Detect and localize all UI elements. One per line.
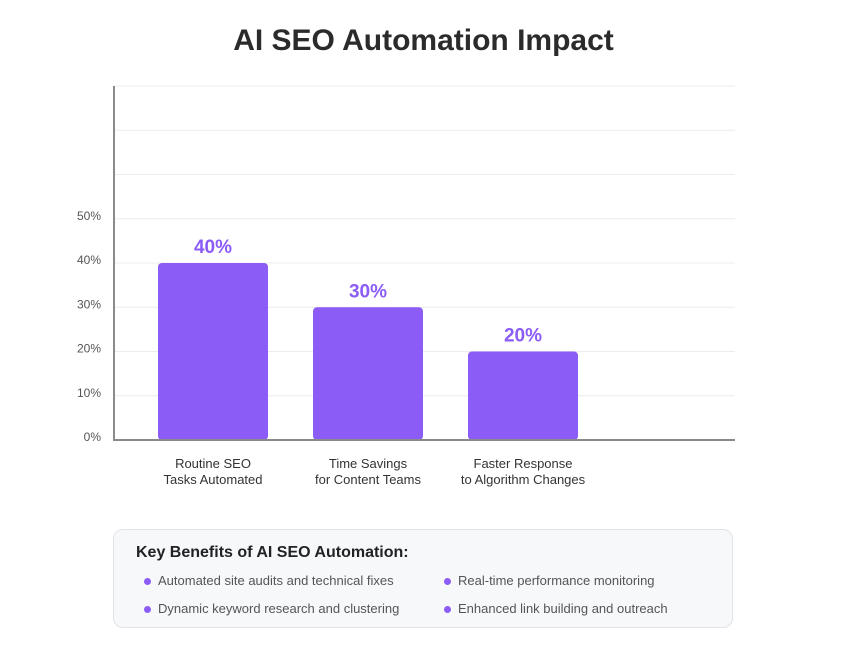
bar-value-label: 40% [194, 237, 232, 258]
x-category-label: Time Savings for Content Teams [315, 456, 421, 487]
benefit-text: Enhanced link building and outreach [458, 601, 668, 616]
y-tick-label: 40% [77, 253, 101, 267]
benefit-item: Real-time performance monitoring [444, 573, 655, 588]
bullet-dot-icon [444, 606, 451, 613]
y-tick-label: 50% [77, 209, 101, 223]
bar [158, 263, 268, 440]
bar-value-label: 20% [504, 326, 542, 347]
y-tick-label: 0% [84, 430, 102, 444]
bullet-dot-icon [444, 578, 451, 585]
x-category-label: Faster Response to Algorithm Changes [461, 456, 586, 487]
benefit-item: Enhanced link building and outreach [444, 601, 668, 616]
x-category-label: Routine SEO Tasks Automated [164, 456, 263, 487]
bar [313, 307, 423, 440]
benefit-item: Automated site audits and technical fixe… [144, 573, 394, 588]
benefit-text: Dynamic keyword research and clustering [158, 601, 400, 616]
benefit-text: Automated site audits and technical fixe… [158, 573, 394, 588]
benefits-heading: Key Benefits of AI SEO Automation: [136, 544, 409, 561]
y-tick-label: 30% [77, 297, 101, 311]
benefits-panel: Key Benefits of AI SEO Automation: Autom… [113, 529, 733, 628]
y-tick-label: 20% [77, 342, 101, 356]
y-tick-label: 10% [77, 386, 101, 400]
bar-value-label: 30% [349, 281, 387, 302]
bar-chart: 0% 10% 20% 30% 40% 50% 40% 30% 20% Routine SEO T… [77, 85, 735, 487]
bullet-dot-icon [144, 606, 151, 613]
bullet-dot-icon [144, 578, 151, 585]
bar [468, 351, 578, 440]
chart-title: AI SEO Automation Impact [233, 24, 614, 57]
benefit-text: Real-time performance monitoring [458, 573, 655, 588]
benefit-item: Dynamic keyword research and clustering [144, 601, 400, 616]
